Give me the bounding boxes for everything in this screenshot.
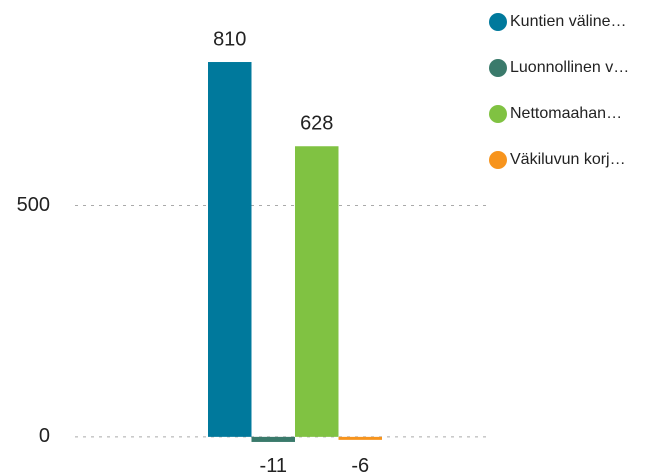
legend-marker [489, 151, 507, 169]
bar [208, 62, 252, 437]
legend-label: Nettomaahan… [510, 105, 622, 122]
legend-label: Väkiluvun korj… [510, 151, 626, 168]
legend-marker [489, 13, 507, 31]
legend-label: Kuntien väline… [510, 13, 627, 30]
value-label: 628 [300, 113, 333, 135]
y-tick-label: 500 [17, 194, 50, 216]
value-label: -11 [260, 455, 287, 475]
y-tick-label: 0 [39, 425, 50, 447]
legend-label: Luonnollinen v… [510, 59, 629, 76]
value-label: -6 [351, 455, 369, 475]
bar [338, 436, 382, 440]
value-label: 810 [213, 28, 246, 50]
bar [251, 436, 295, 442]
legend-marker [489, 105, 507, 123]
legend-marker [489, 59, 507, 77]
bar [295, 146, 339, 437]
